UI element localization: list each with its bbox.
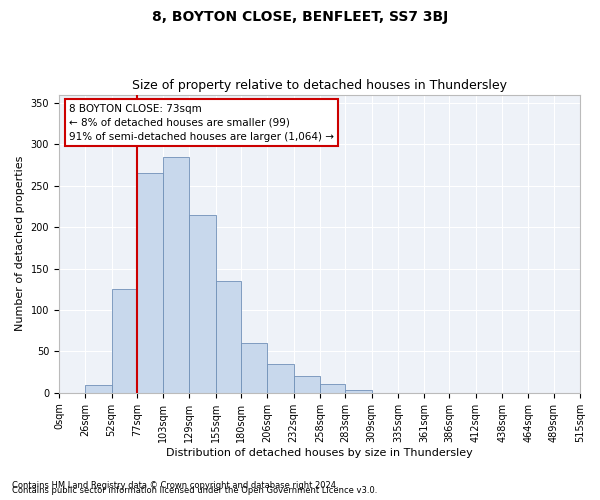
Bar bbox=[163, 156, 190, 393]
X-axis label: Distribution of detached houses by size in Thundersley: Distribution of detached houses by size … bbox=[166, 448, 473, 458]
Bar bbox=[85, 384, 112, 393]
Bar bbox=[190, 214, 216, 393]
Text: 8 BOYTON CLOSE: 73sqm
← 8% of detached houses are smaller (99)
91% of semi-detac: 8 BOYTON CLOSE: 73sqm ← 8% of detached h… bbox=[70, 104, 334, 142]
Text: 8, BOYTON CLOSE, BENFLEET, SS7 3BJ: 8, BOYTON CLOSE, BENFLEET, SS7 3BJ bbox=[152, 10, 448, 24]
Bar bbox=[320, 384, 345, 393]
Title: Size of property relative to detached houses in Thundersley: Size of property relative to detached ho… bbox=[132, 79, 507, 92]
Y-axis label: Number of detached properties: Number of detached properties bbox=[15, 156, 25, 332]
Bar bbox=[345, 390, 371, 393]
Bar bbox=[241, 343, 268, 393]
Bar bbox=[293, 376, 320, 393]
Bar bbox=[268, 364, 293, 393]
Bar bbox=[216, 281, 241, 393]
Text: Contains HM Land Registry data © Crown copyright and database right 2024.: Contains HM Land Registry data © Crown c… bbox=[12, 481, 338, 490]
Bar bbox=[112, 290, 137, 393]
Bar bbox=[137, 174, 163, 393]
Text: Contains public sector information licensed under the Open Government Licence v3: Contains public sector information licen… bbox=[12, 486, 377, 495]
